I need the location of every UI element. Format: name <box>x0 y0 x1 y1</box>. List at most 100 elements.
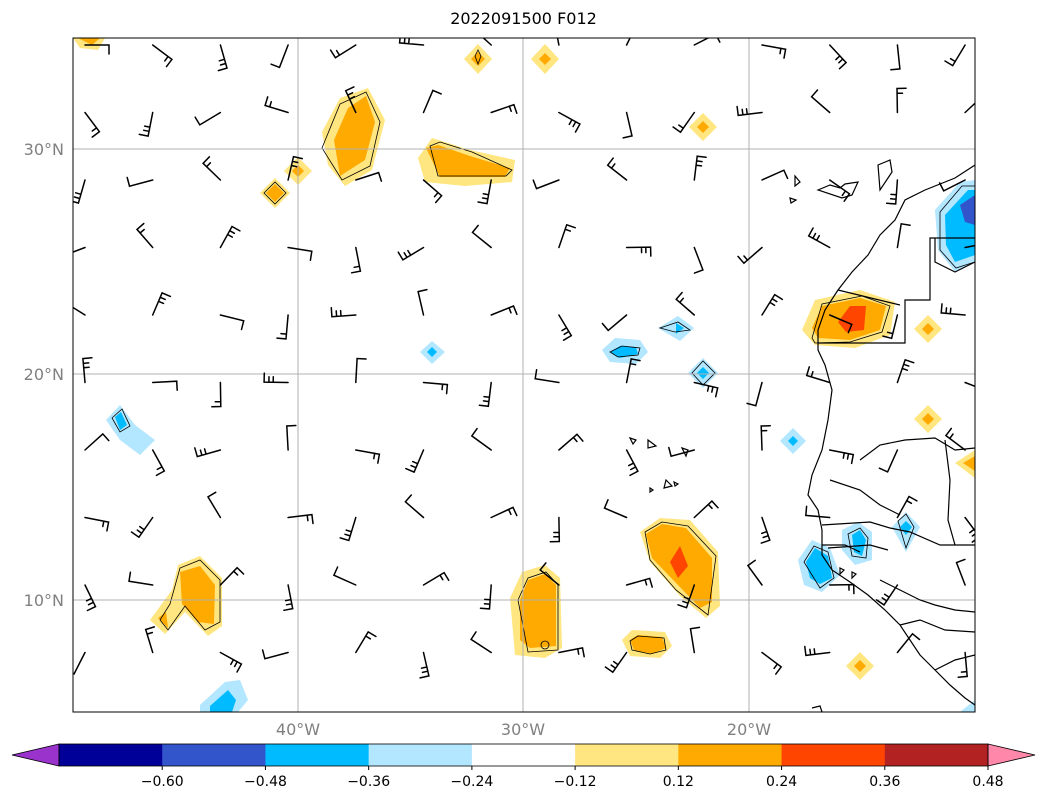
wind-barb <box>625 246 652 257</box>
wind-barb <box>73 306 86 316</box>
colorbar: −0.60 −0.48 −0.36 −0.24 −0.12 0.12 0.24 0.36 0.4… <box>11 743 1036 790</box>
wind-barb <box>746 559 763 586</box>
wind-barb <box>84 516 110 532</box>
colorbar-segment <box>884 744 989 766</box>
wind-barb <box>219 566 245 586</box>
wind-barb <box>202 156 222 181</box>
wind-barb <box>73 246 86 253</box>
wind-barb <box>940 303 966 316</box>
wind-barb <box>878 449 899 473</box>
colorbar-tick-label: −0.12 <box>554 774 597 790</box>
wind-barb <box>603 499 628 519</box>
wind-barb <box>746 381 763 407</box>
wind-barb <box>287 155 304 181</box>
wind-barb <box>964 244 975 249</box>
colorbar-tick-label: −0.24 <box>450 774 493 790</box>
wind-barb <box>622 111 633 139</box>
wind-barb <box>625 449 639 477</box>
wind-barb <box>828 179 851 202</box>
wind-barb <box>761 169 789 181</box>
wind-barb <box>938 179 966 192</box>
wind-barb <box>482 38 492 46</box>
wind-barb <box>558 111 581 133</box>
wind-barb <box>693 500 719 519</box>
wind-barb <box>955 558 966 586</box>
wind-barb <box>693 381 719 398</box>
colorbar-tick-label: 0.36 <box>869 774 900 790</box>
wind-barb <box>417 288 428 316</box>
wind-barb <box>896 222 911 249</box>
wind-barb <box>668 446 696 458</box>
wind-barb <box>761 651 783 675</box>
wind-barb <box>896 87 907 114</box>
wind-barb <box>760 424 771 451</box>
wind-barb <box>128 571 154 586</box>
colorbar-tick-label: 0.12 <box>663 774 694 790</box>
colorbar-segment <box>575 744 679 766</box>
wind-barb <box>875 584 899 606</box>
wind-barb <box>422 179 443 204</box>
colorbar-tick-label: −0.48 <box>244 774 287 790</box>
wind-barb <box>672 111 696 134</box>
colorbar-segment <box>471 744 576 766</box>
wind-barb <box>211 381 222 408</box>
wind-barb <box>804 505 831 519</box>
wind-barb <box>625 577 653 588</box>
wind-barbs <box>73 38 975 679</box>
wind-barb <box>490 103 518 114</box>
wind-barb <box>355 357 367 384</box>
wind-barb <box>73 179 86 205</box>
wind-barb <box>404 494 425 519</box>
wind-barb <box>405 449 425 474</box>
wind-barb <box>885 179 899 205</box>
colorbar-segment <box>678 744 783 766</box>
wind-barb <box>807 227 831 249</box>
wind-barb <box>477 179 492 205</box>
wind-barb <box>144 626 156 654</box>
wind-barb <box>283 584 294 612</box>
colorbar-tick-label: −0.60 <box>141 774 184 790</box>
wind-barb <box>422 381 449 395</box>
wind-barb <box>693 155 707 181</box>
colorbar-segment <box>265 744 370 766</box>
wind-barb <box>397 246 425 261</box>
colorbar-tick-label: 0.48 <box>972 774 1003 790</box>
wind-barb <box>151 291 172 316</box>
wind-barb <box>350 246 362 274</box>
wind-barb <box>675 291 696 316</box>
wind-barb <box>534 369 560 384</box>
wind-barb <box>206 491 222 519</box>
wind-barb <box>828 583 855 595</box>
wind-barb <box>84 111 101 138</box>
lon-label-20w: 20°W <box>727 720 771 739</box>
wind-barb <box>471 224 492 249</box>
wind-barb <box>261 649 289 660</box>
map-title: 2022091500 F012 <box>450 9 597 28</box>
colorbar-extend-low <box>11 743 60 767</box>
colorbar-segment <box>59 744 163 766</box>
wind-barb <box>549 516 561 543</box>
wind-barb <box>479 584 492 610</box>
wind-barb <box>532 179 560 190</box>
wind-barb <box>539 562 560 586</box>
coastline <box>628 159 975 712</box>
wind-barb <box>964 102 975 114</box>
wind-barb <box>810 89 831 114</box>
colorbar-tick-label: −0.36 <box>347 774 390 790</box>
anomaly-shading <box>73 38 975 712</box>
wind-barb <box>689 626 701 654</box>
wind-barb <box>135 222 154 249</box>
wind-barb <box>219 314 245 331</box>
wind-barb <box>490 305 518 316</box>
wind-barb <box>422 571 450 586</box>
wind-barb <box>219 225 241 249</box>
wind-barb <box>828 314 853 334</box>
wind-barb <box>82 357 93 384</box>
wind-barb <box>625 358 641 384</box>
wind-barb <box>558 314 573 341</box>
wind-barb <box>194 447 222 458</box>
wind-barb <box>478 381 492 408</box>
wind-barb <box>73 651 86 675</box>
map-layers <box>73 38 975 712</box>
